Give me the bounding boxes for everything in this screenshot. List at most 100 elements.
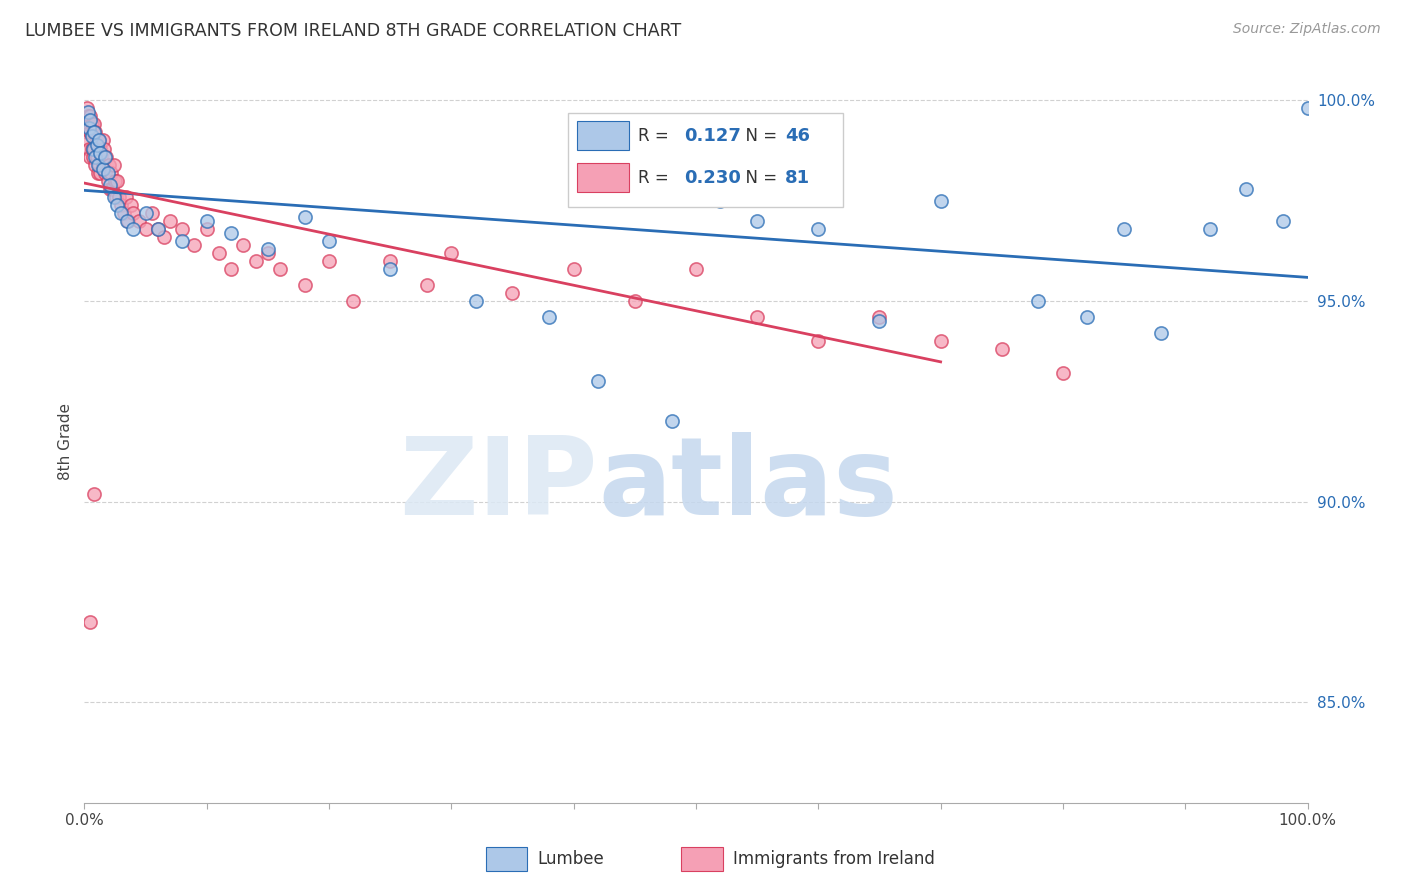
Point [86,133,108,147]
FancyBboxPatch shape [578,163,628,193]
FancyBboxPatch shape [568,112,842,207]
Point [991,343,1014,357]
Point [135,222,157,236]
Point [1028,294,1050,309]
Point [146,222,169,236]
Point [84,149,107,163]
Point [82,142,104,156]
Point [219,262,242,277]
Point [747,310,769,325]
Point [538,310,561,325]
Text: LUMBEE VS IMMIGRANTS FROM IRELAND 8TH GRADE CORRELATION CHART: LUMBEE VS IMMIGRANTS FROM IRELAND 8TH GR… [25,22,682,40]
Point [77,105,100,120]
Text: 46: 46 [786,127,810,145]
Point [80,117,103,131]
Point [208,246,231,260]
Point [87,165,110,179]
Point [93,142,115,156]
Point [183,238,205,252]
Point [929,334,952,349]
Text: Source: ZipAtlas.com: Source: ZipAtlas.com [1233,22,1381,37]
FancyBboxPatch shape [485,847,527,871]
Point [100,165,122,179]
Point [120,197,142,211]
Point [440,246,463,260]
Point [76,101,98,115]
Point [83,117,105,131]
Point [232,238,254,252]
Point [294,210,316,224]
Text: N =: N = [735,127,783,145]
Point [219,226,242,240]
Point [464,294,486,309]
Point [115,190,138,204]
Point [661,414,683,428]
Point [79,113,101,128]
Point [87,158,110,172]
Point [87,133,110,147]
Point [77,142,100,156]
Point [96,149,118,163]
Point [104,174,127,188]
Y-axis label: 8th Grade: 8th Grade [58,403,73,480]
Point [245,254,267,268]
Point [94,165,117,179]
Point [110,197,132,211]
Point [101,181,124,195]
Point [77,109,100,123]
Point [1052,366,1074,380]
Point [87,158,110,172]
Point [105,197,128,211]
Point [172,234,194,248]
Point [110,206,132,220]
Point [929,194,952,208]
Point [128,213,150,227]
Point [82,149,104,163]
Point [79,109,101,123]
Point [103,158,125,172]
Point [709,194,731,208]
Point [380,254,402,268]
Point [76,125,98,139]
Point [98,178,121,192]
Point [87,142,110,156]
Point [97,165,120,179]
Text: R =: R = [638,127,675,145]
Text: Lumbee: Lumbee [537,850,603,868]
Point [98,181,121,195]
Point [112,206,135,220]
Point [91,161,114,176]
Point [91,133,114,147]
Point [89,142,111,156]
Point [195,222,218,236]
Point [103,190,125,204]
Point [80,142,103,156]
Point [159,213,181,227]
Point [318,254,340,268]
Point [269,262,291,277]
Text: 81: 81 [786,169,810,186]
Point [1114,222,1136,236]
Point [79,149,101,163]
Point [122,206,145,220]
Point [1236,181,1258,195]
Point [105,174,128,188]
Point [416,278,439,293]
Point [1076,310,1098,325]
Point [97,174,120,188]
Point [115,213,138,227]
Point [84,125,107,139]
Point [869,314,891,328]
Point [869,310,891,325]
Point [91,158,114,172]
Point [90,149,112,163]
Point [1296,101,1319,115]
Text: ZIP: ZIP [399,432,598,538]
Point [1198,222,1220,236]
Point [342,294,364,309]
Point [1150,326,1173,341]
Text: atlas: atlas [598,432,898,538]
Point [94,149,117,163]
Point [75,117,97,131]
Point [747,213,769,227]
